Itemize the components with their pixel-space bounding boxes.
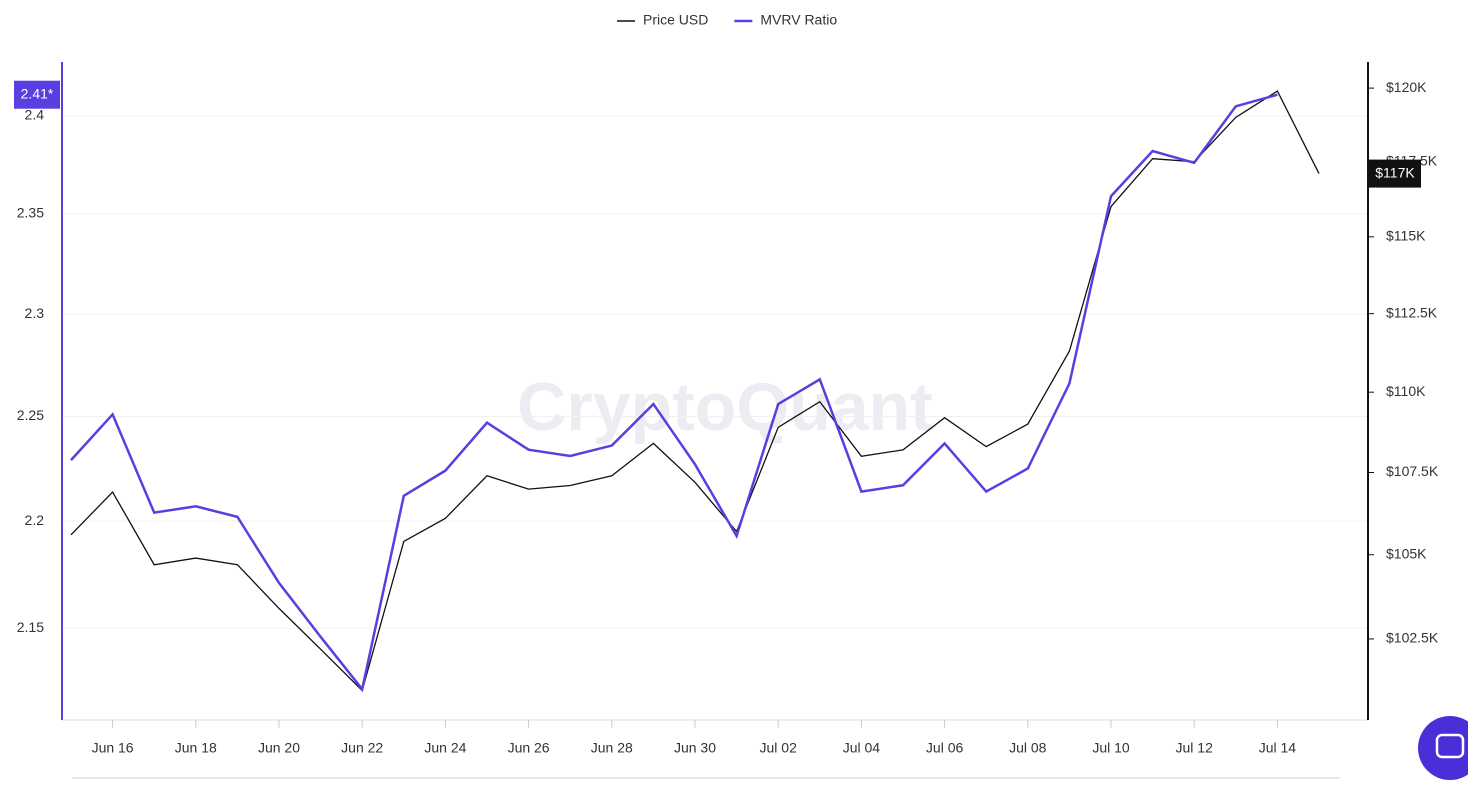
y-tick-label: 2.25 xyxy=(17,407,44,423)
value-label: 2.41* xyxy=(21,85,54,101)
y2-tick-label: $120K xyxy=(1386,79,1427,95)
x-tick-label: Jul 02 xyxy=(760,740,798,756)
x-tick-label: Jun 18 xyxy=(175,740,217,756)
y2-tick-label: $105K xyxy=(1386,545,1427,561)
y-tick-label: 2.2 xyxy=(25,512,45,528)
watermark: CryptoQuant xyxy=(517,369,933,445)
x-tick-label: Jun 22 xyxy=(341,740,383,756)
x-tick-label: Jun 16 xyxy=(92,740,134,756)
y2-tick-label: $112.5K xyxy=(1386,304,1438,320)
x-tick-label: Jun 24 xyxy=(424,740,466,756)
y-tick-label: 2.3 xyxy=(25,305,45,321)
y2-tick-label: $107.5K xyxy=(1386,463,1439,479)
series-line xyxy=(70,90,1320,692)
y2-tick-label: $115K xyxy=(1386,228,1426,244)
x-tick-label: Jun 26 xyxy=(508,740,550,756)
y-tick-label: 2.15 xyxy=(17,619,44,635)
value-label-box xyxy=(1369,159,1421,188)
x-tick-label: Jul 14 xyxy=(1259,740,1297,756)
y-tick-label: 2.4 xyxy=(25,107,45,123)
x-tick-label: Jun 20 xyxy=(258,740,300,756)
y2-tick-label: $110K xyxy=(1386,383,1426,399)
legend-label[interactable]: Price USD xyxy=(643,12,708,28)
series-line xyxy=(70,93,1278,693)
y-tick-label: 2.35 xyxy=(17,205,44,221)
value-label: $117K xyxy=(1375,164,1415,180)
x-tick-label: Jul 08 xyxy=(1009,740,1047,756)
y2-tick-label: $102.5K xyxy=(1386,630,1439,646)
x-tick-label: Jun 28 xyxy=(591,740,633,756)
chat-icon xyxy=(1435,733,1465,759)
x-tick-label: Jul 10 xyxy=(1092,740,1130,756)
legend-label[interactable]: MVRV Ratio xyxy=(760,12,837,28)
x-tick-label: Jul 04 xyxy=(843,740,881,756)
chat-button[interactable] xyxy=(1418,716,1468,780)
x-tick-label: Jul 06 xyxy=(926,740,964,756)
value-label-box xyxy=(14,80,60,109)
x-tick-label: Jul 12 xyxy=(1176,740,1214,756)
x-tick-label: Jun 30 xyxy=(674,740,716,756)
